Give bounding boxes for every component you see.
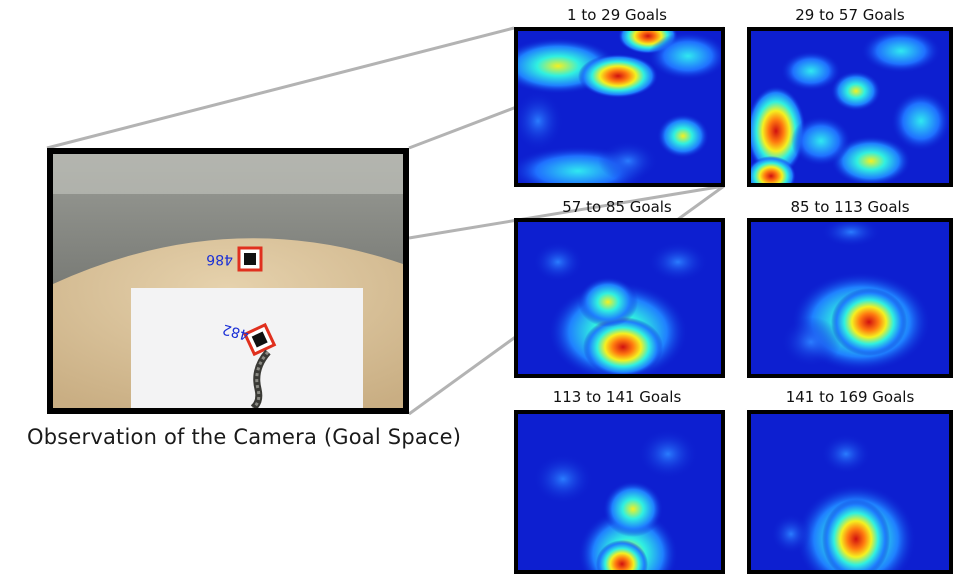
heatmap-title: 85 to 113 Goals bbox=[790, 198, 910, 216]
marker-label: 486 bbox=[206, 251, 233, 267]
connector-line bbox=[46, 26, 515, 150]
heatmap-panel bbox=[747, 27, 953, 187]
heatmap-panel bbox=[514, 27, 725, 187]
camera-caption: Observation of the Camera (Goal Space) bbox=[27, 425, 462, 449]
marker-label: 482 bbox=[221, 321, 251, 343]
heatmap-panel bbox=[514, 218, 725, 378]
heatmap-panel bbox=[514, 410, 725, 574]
heatmap-title: 113 to 141 Goals bbox=[552, 388, 682, 406]
heatmap-title: 141 to 169 Goals bbox=[785, 388, 915, 406]
camera-observation-image: 486 482 bbox=[47, 148, 409, 414]
heatmap-title: 57 to 85 Goals bbox=[562, 198, 672, 216]
connector-line bbox=[408, 184, 725, 240]
heatmap-panel bbox=[747, 218, 953, 378]
heatmap-title: 1 to 29 Goals bbox=[567, 6, 667, 24]
heatmap-title: 29 to 57 Goals bbox=[795, 6, 905, 24]
heatmap-panel bbox=[747, 410, 953, 574]
